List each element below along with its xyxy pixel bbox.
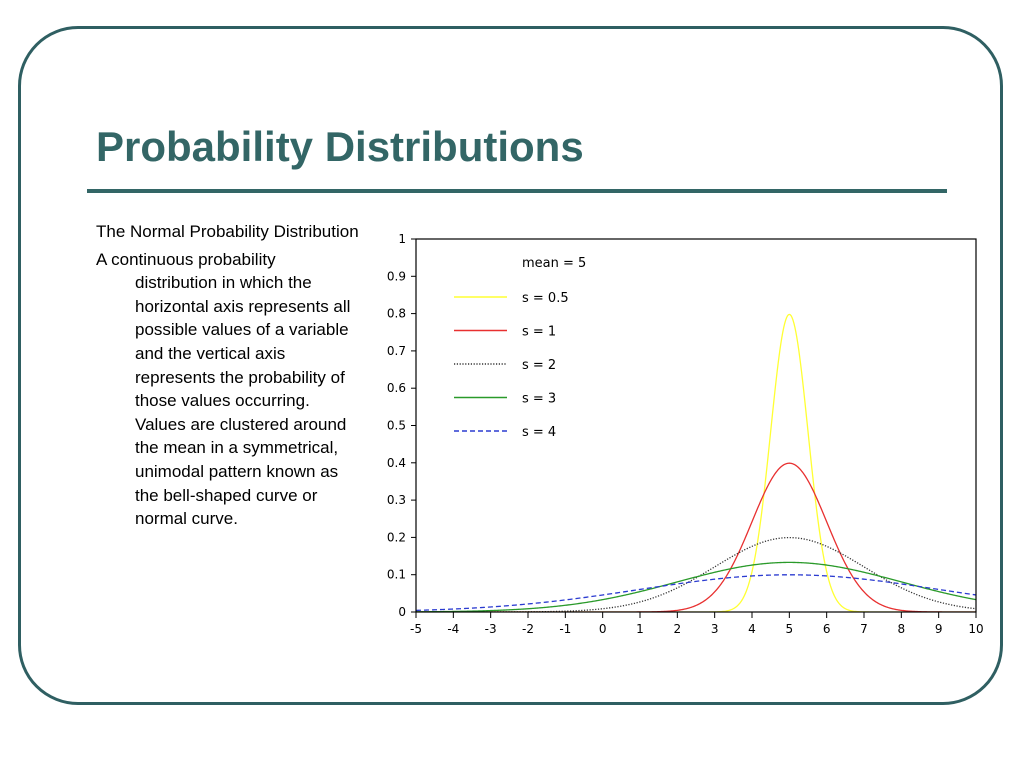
series-line-sd-1	[416, 462, 976, 612]
y-tick-label: 0.9	[387, 269, 406, 283]
series-line-sd-3	[416, 561, 976, 612]
y-tick-label: 0.1	[387, 568, 406, 582]
x-tick-label: -5	[410, 622, 422, 636]
slide-title: Probability Distributions	[96, 123, 584, 170]
y-tick-label: 0.7	[387, 344, 406, 358]
legend-label: s = 4	[522, 425, 556, 440]
x-tick-label: 2	[674, 622, 682, 636]
legend-label: s = 1	[522, 325, 556, 340]
x-tick-label: 1	[636, 622, 644, 636]
x-tick-label: -4	[447, 622, 459, 636]
series-line-sd-0-5	[416, 313, 976, 612]
legend-label: s = 0.5	[522, 291, 569, 306]
chart-legend: mean = 5 s = 0.5 s = 1 s = 2 s = 3 s = 4	[454, 256, 586, 440]
y-tick-label: 1	[398, 232, 406, 246]
x-tick-label: 4	[748, 622, 756, 636]
y-tick-label: 0.4	[387, 456, 406, 470]
y-tick-label: 0.5	[387, 419, 406, 433]
x-tick-label: -3	[485, 622, 497, 636]
x-tick-label: 5	[786, 622, 794, 636]
y-axis: 0 0.1 0.2 0.3 0.4 0.5 0.6 0.7 0.8 0.9 1	[387, 232, 416, 619]
legend-label: s = 2	[522, 358, 556, 373]
chart-curves	[416, 313, 976, 612]
x-tick-label: -1	[559, 622, 571, 636]
x-tick-label: 0	[599, 622, 607, 636]
legend-header: mean = 5	[522, 256, 586, 271]
x-axis: -5 -4 -3 -2 -1 0 1 2 3 4 5 6 7 8 9 10	[410, 612, 984, 636]
x-tick-label: -2	[522, 622, 534, 636]
legend-label: s = 3	[522, 392, 556, 407]
series-line-sd-4	[416, 574, 976, 612]
x-tick-label: 7	[860, 622, 868, 636]
y-tick-label: 0	[398, 605, 406, 619]
y-tick-label: 0.3	[387, 493, 406, 507]
series-line-sd-2	[416, 536, 976, 612]
x-tick-label: 3	[711, 622, 719, 636]
paragraph-definition: A continuous probability distribution in…	[96, 249, 351, 529]
y-tick-label: 0.2	[387, 530, 406, 544]
x-tick-label: 6	[823, 622, 831, 636]
x-tick-label: 8	[898, 622, 906, 636]
y-tick-label: 0.6	[387, 381, 406, 395]
slide-frame	[18, 26, 1003, 705]
paragraph-heading: The Normal Probability Distribution	[96, 222, 359, 241]
body-text: The Normal Probability Distribution A co…	[96, 220, 361, 535]
normal-distribution-chart: 0 0.1 0.2 0.3 0.4 0.5 0.6 0.7 0.8 0.9 1 -5 -4 -3 -2 -1…	[387, 232, 984, 636]
y-tick-label: 0.8	[387, 307, 406, 321]
title-underline	[87, 189, 947, 193]
x-tick-label: 10	[968, 622, 983, 636]
x-tick-label: 9	[935, 622, 943, 636]
plot-area-border	[415, 238, 977, 613]
